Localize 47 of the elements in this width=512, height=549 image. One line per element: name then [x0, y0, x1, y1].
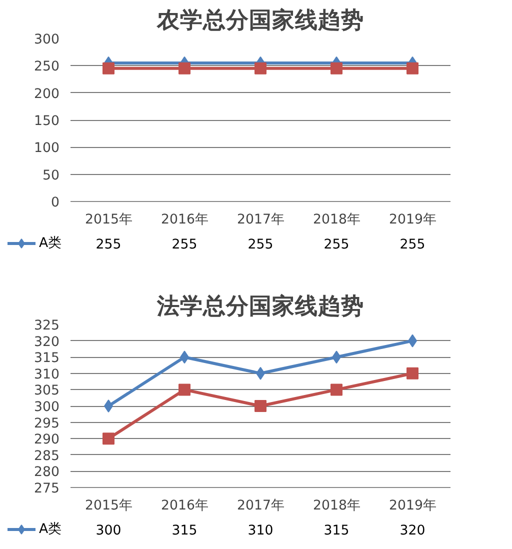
point: [102, 432, 114, 445]
x-tick-label: 2016年: [161, 212, 208, 228]
y-tick-label: 275: [34, 482, 60, 496]
y-tick-label: 250: [34, 60, 60, 75]
point: [254, 400, 266, 412]
legend-label: A类: [39, 236, 62, 251]
y-tick-label: 310: [34, 367, 60, 382]
data-label: 315: [324, 524, 350, 538]
x-tick-label: 2019年: [389, 212, 436, 228]
chart-title: 农学总分国家线趋势: [156, 6, 364, 34]
data-label: 310: [248, 524, 274, 538]
y-tick-label: 320: [34, 334, 60, 350]
y-tick-label: 325: [34, 318, 60, 334]
point: [178, 384, 190, 396]
y-tick-label: 200: [34, 86, 60, 102]
y-tick-label: 50: [42, 168, 60, 184]
point: [330, 384, 342, 396]
chart-title: 法学总分国家线趋势: [156, 292, 364, 320]
y-tick-label: 280: [34, 465, 60, 480]
legend-label: A类: [39, 522, 62, 537]
data-label: 315: [172, 524, 198, 538]
data-label: 320: [400, 524, 426, 538]
x-tick-label: 2019年: [389, 498, 436, 514]
y-tick-label: 300: [34, 32, 60, 48]
x-tick-label: 2015年: [85, 212, 132, 228]
y-tick-label: 315: [34, 351, 60, 366]
data-label: 255: [248, 238, 274, 252]
y-tick-label: 150: [34, 114, 60, 129]
y-tick-label: 300: [34, 400, 60, 415]
point: [406, 367, 418, 380]
x-tick-label: 2017年: [237, 212, 284, 228]
y-tick-label: 295: [34, 416, 60, 432]
data-label: 300: [96, 524, 122, 538]
x-tick-label: 2017年: [237, 498, 284, 514]
x-tick-label: 2015年: [85, 498, 132, 514]
data-label: 255: [400, 238, 426, 252]
y-tick-label: 290: [34, 432, 60, 448]
y-tick-label: 0: [51, 196, 60, 210]
x-tick-label: 2016年: [161, 498, 208, 514]
x-tick-label: 2018年: [313, 212, 360, 228]
y-tick-label: 100: [34, 141, 60, 156]
data-label: 255: [172, 238, 198, 252]
x-tick-label: 2018年: [313, 498, 360, 514]
data-label: 255: [96, 238, 122, 252]
data-label: 255: [324, 238, 350, 252]
y-tick-label: 305: [34, 384, 60, 399]
y-tick-label: 285: [34, 448, 60, 464]
